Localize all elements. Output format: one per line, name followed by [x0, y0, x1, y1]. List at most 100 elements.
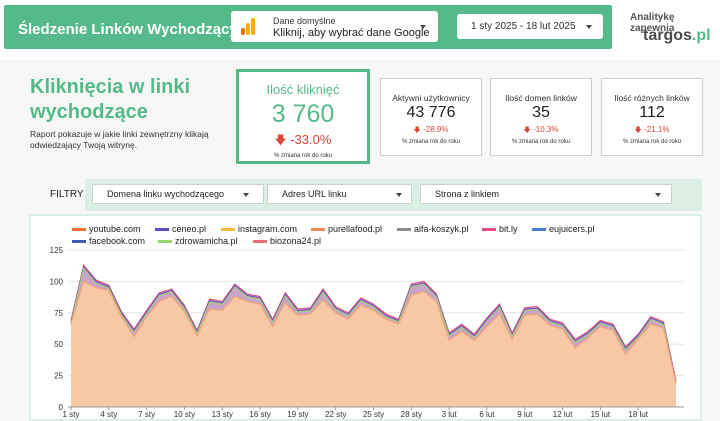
- y-tick-label: 50: [54, 340, 63, 349]
- kpi-clicks-sub: % zmiana rok do roku: [273, 153, 333, 159]
- filter-domain[interactable]: Domena linku wychodzącego: [92, 184, 264, 204]
- legend-swatch: [397, 228, 411, 231]
- brand-name: targos: [643, 27, 692, 44]
- brand-tagline: Analitykę zapewnia: [630, 12, 675, 34]
- report-title: Śledzenie Linków Wychodzących: [18, 21, 256, 38]
- page-title-line1: Kliknięcia w linki: [30, 76, 191, 98]
- kpi-links-label: Ilość różnych linków: [614, 93, 690, 103]
- legend-item[interactable]: facebook.com: [72, 236, 146, 246]
- kpi-users-change: 🡇 -28.9%: [381, 124, 481, 137]
- kpi-clicks: Ilość kliknięć 3 760 🡇 -33.0% % zmiana r…: [236, 69, 370, 164]
- kpi-links: Ilość różnych linków 112 🡇 -21.1% % zmia…: [601, 78, 703, 156]
- kpi-clicks-value: 3 760: [271, 100, 335, 128]
- legend-swatch: [311, 228, 325, 231]
- filter-page[interactable]: Strona z linkiem: [420, 184, 672, 204]
- legend-item[interactable]: ceneo.pl: [155, 224, 206, 234]
- legend-label: zdrowamicha.pl: [175, 236, 238, 246]
- series-line: [70, 266, 677, 384]
- kpi-domains-label: Ilość domen linków: [505, 93, 577, 103]
- legend-item[interactable]: biozona24.pl: [253, 236, 321, 246]
- series-line: [70, 265, 677, 383]
- x-tick-label: 25 sty: [363, 410, 384, 419]
- date-range-value: 1 sty 2025 - 18 lut 2025: [471, 21, 576, 32]
- legend-swatch: [532, 228, 546, 231]
- legend-label: facebook.com: [89, 236, 146, 246]
- arrow-down-icon: 🡇: [634, 125, 642, 134]
- kpi-domains: Ilość domen linków 35 🡇 -10.3% % zmiana …: [490, 78, 592, 156]
- x-tick-label: 13 sty: [212, 410, 233, 419]
- date-range-picker[interactable]: 1 sty 2025 - 18 lut 2025: [457, 14, 603, 39]
- kpi-users-change-value: -28.9%: [423, 125, 449, 134]
- legend-swatch: [72, 228, 86, 231]
- x-tick-label: 1 sty: [63, 410, 80, 419]
- brand-suffix: .pl: [691, 27, 711, 44]
- kpi-domains-change: 🡇 -10.3%: [491, 124, 591, 137]
- data-source-hint: Kliknij, aby wybrać dane Google: [273, 27, 430, 39]
- kpi-users-sub: % zmiana rok do roku: [401, 139, 461, 145]
- legend-swatch: [72, 240, 86, 243]
- y-tick-label: 125: [50, 246, 64, 255]
- kpi-links-value: 112: [639, 104, 665, 121]
- filters-bar: Domena linku wychodzącego Adres URL link…: [85, 179, 702, 211]
- legend-label: alfa-koszyk.pl: [414, 224, 469, 234]
- x-tick-label: 16 sty: [249, 410, 270, 419]
- arrow-down-icon: 🡇: [413, 125, 421, 134]
- data-source-name: Dane domyślne: [273, 16, 336, 26]
- legend-label: bit.ly: [499, 224, 518, 234]
- y-tick-label: 0: [59, 403, 64, 412]
- legend-swatch: [155, 228, 169, 231]
- page-description: Raport pokazuje w jakie linki zewnętrzny…: [30, 129, 245, 151]
- series-base-line: [70, 280, 677, 384]
- kpi-links-change-value: -21.1%: [644, 125, 670, 134]
- legend-item[interactable]: youtube.com: [72, 224, 141, 234]
- legend-swatch: [221, 228, 235, 231]
- arrow-down-icon: 🡇: [523, 125, 531, 134]
- x-tick-label: 19 sty: [287, 410, 308, 419]
- brand-logo[interactable]: targos.pl: [643, 27, 711, 45]
- legend-label: eujuicers.pl: [549, 224, 595, 234]
- legend-item[interactable]: eujuicers.pl: [532, 224, 595, 234]
- series-line: [70, 263, 677, 381]
- x-tick-label: 6 lut: [479, 410, 495, 419]
- google-analytics-icon: [241, 18, 255, 35]
- legend-label: purellafood.pl: [328, 224, 383, 234]
- x-tick-label: 9 lut: [517, 410, 533, 419]
- x-tick-label: 10 sty: [174, 410, 195, 419]
- legend-swatch: [482, 228, 496, 231]
- series-base-area: [71, 281, 676, 407]
- legend-label: instagram.com: [238, 224, 298, 234]
- caret-down-icon: [655, 193, 661, 197]
- kpi-clicks-label: Ilość kliknięć: [266, 82, 340, 97]
- filter-page-label: Strona z linkiem: [435, 189, 500, 199]
- legend-item[interactable]: alfa-koszyk.pl: [397, 224, 469, 234]
- kpi-users: Aktywni użytkownicy 43 776 🡇 -28.9% % zm…: [380, 78, 482, 156]
- data-source-selector[interactable]: Dane domyślne Kliknij, aby wybrać dane G…: [231, 11, 438, 42]
- legend-swatch: [253, 240, 267, 243]
- x-tick-label: 4 sty: [100, 410, 117, 419]
- caret-down-icon: [586, 25, 592, 29]
- y-tick-label: 75: [54, 309, 63, 318]
- x-tick-label: 15 lut: [591, 410, 611, 419]
- kpi-clicks-change-value: -33.0%: [290, 132, 332, 147]
- arrow-down-icon: 🡇: [274, 134, 287, 147]
- kpi-domains-change-value: -10.3%: [533, 125, 559, 134]
- filter-domain-label: Domena linku wychodzącego: [107, 189, 225, 199]
- legend-swatch: [158, 240, 172, 243]
- filter-url[interactable]: Adres URL linku: [267, 184, 412, 204]
- x-tick-label: 18 lut: [628, 410, 648, 419]
- caret-down-icon: [420, 25, 426, 29]
- kpi-clicks-change: 🡇 -33.0%: [239, 132, 367, 152]
- kpi-domains-value: 35: [532, 104, 550, 121]
- kpi-users-value: 43 776: [406, 104, 456, 121]
- x-tick-label: 12 lut: [553, 410, 573, 419]
- filters-label: FILTRY: [50, 189, 84, 200]
- legend-item[interactable]: bit.ly: [482, 224, 518, 234]
- legend-item[interactable]: purellafood.pl: [311, 224, 383, 234]
- page-description-line1: Raport pokazuje w jakie linki zewnętrzny…: [30, 129, 209, 139]
- y-tick-label: 25: [54, 372, 63, 381]
- legend-item[interactable]: zdrowamicha.pl: [158, 236, 238, 246]
- legend-item[interactable]: instagram.com: [221, 224, 298, 234]
- page-title: Kliknięcia w linki wychodzące: [30, 75, 230, 125]
- x-tick-label: 22 sty: [325, 410, 346, 419]
